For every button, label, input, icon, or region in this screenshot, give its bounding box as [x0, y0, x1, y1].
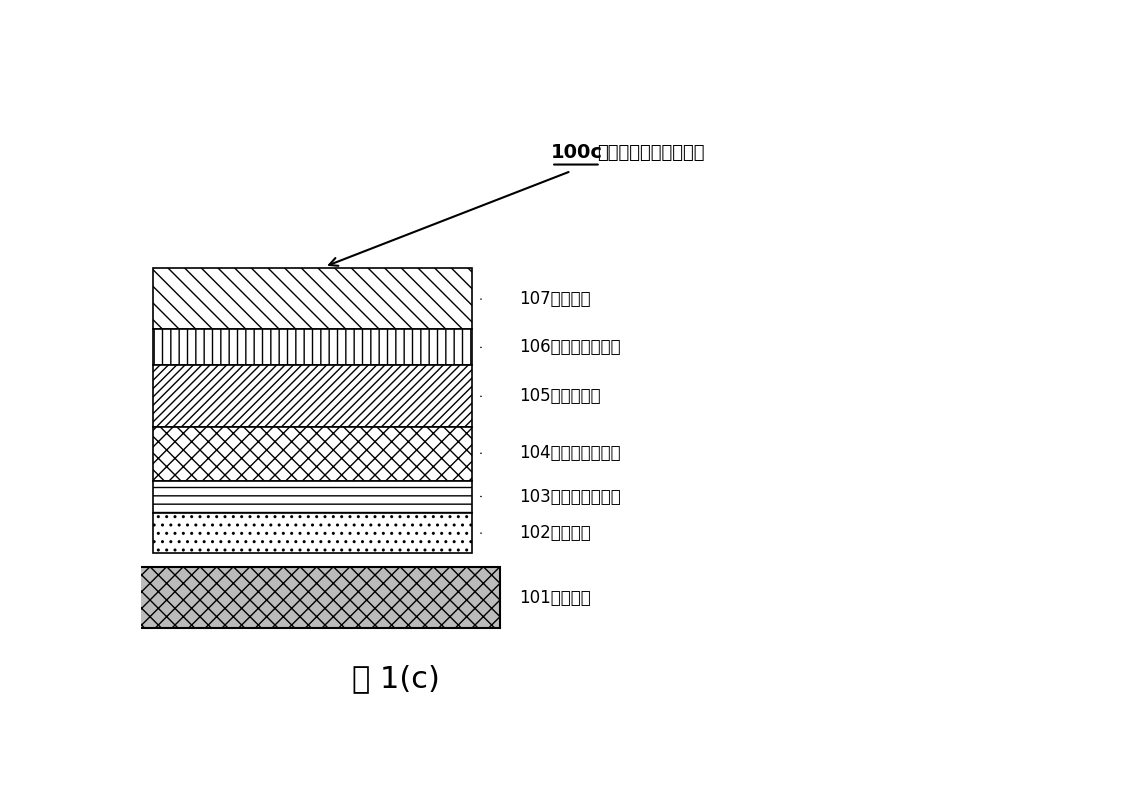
Bar — [154, 513, 471, 553]
Text: 106（电子输送层）: 106（电子输送层） — [520, 339, 622, 356]
Bar — [125, 567, 499, 628]
Text: 图 1(c): 图 1(c) — [353, 665, 440, 693]
Text: （有机电致发光器件）: （有机电致发光器件） — [597, 144, 704, 161]
Text: 103（空穴注入层）: 103（空穴注入层） — [520, 487, 622, 506]
Bar — [154, 481, 471, 513]
Text: 102（阳极）: 102（阳极） — [520, 524, 591, 542]
Text: 105（发光层）: 105（发光层） — [520, 387, 601, 405]
Bar — [154, 427, 471, 481]
Text: 101（基材）: 101（基材） — [520, 589, 591, 607]
Text: 107（阴极）: 107（阴极） — [520, 290, 591, 308]
Text: 100c: 100c — [551, 142, 603, 161]
Bar — [154, 329, 471, 366]
Bar — [154, 268, 471, 329]
Text: 104（空穴输送层）: 104（空穴输送层） — [520, 444, 622, 463]
Bar — [154, 366, 471, 427]
